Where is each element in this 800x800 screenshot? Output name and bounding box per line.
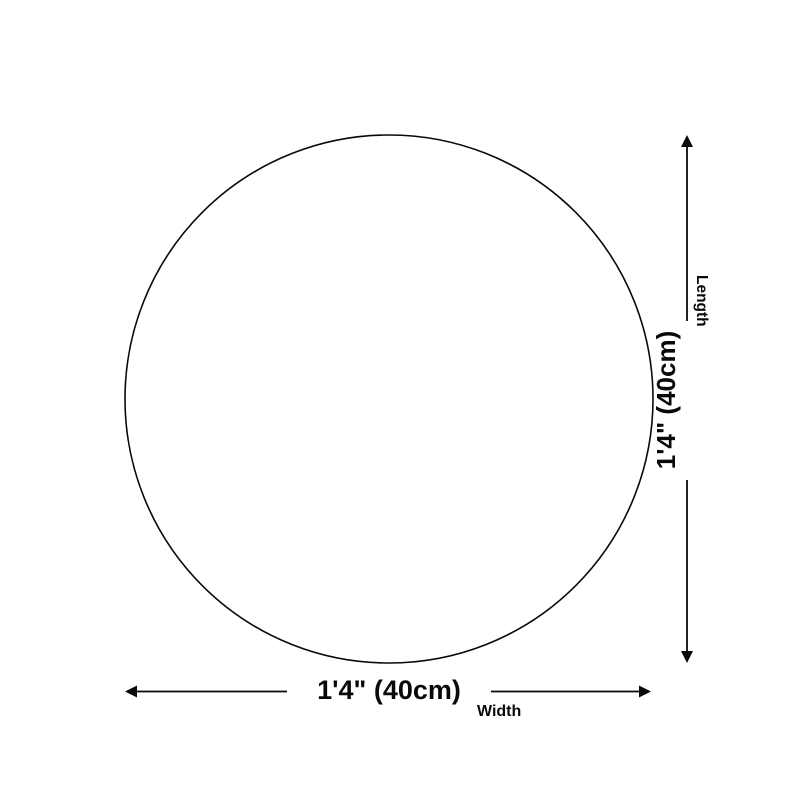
svg-text:1'4" (40cm): 1'4" (40cm) bbox=[651, 331, 681, 469]
svg-text:1'4" (40cm): 1'4" (40cm) bbox=[317, 675, 461, 705]
svg-text:Length: Length bbox=[693, 275, 710, 327]
svg-text:Width: Width bbox=[477, 703, 521, 720]
